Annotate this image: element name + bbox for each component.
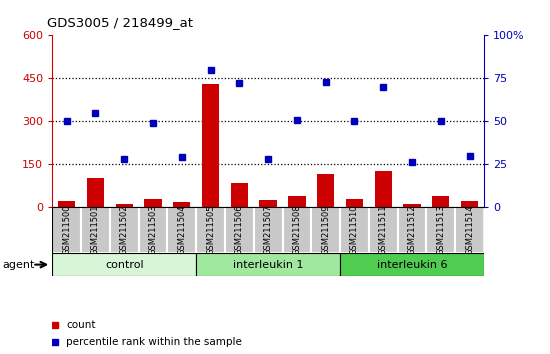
Text: agent: agent	[3, 259, 35, 270]
Text: GSM211506: GSM211506	[235, 205, 244, 256]
Bar	[346, 199, 363, 207]
Bar	[173, 202, 190, 207]
Bar	[340, 253, 484, 276]
Bar	[311, 207, 340, 253]
Bar	[426, 207, 455, 253]
Bar	[403, 204, 421, 207]
Bar	[432, 196, 449, 207]
Bar	[52, 253, 196, 276]
Text: GSM211502: GSM211502	[120, 205, 129, 255]
Bar	[139, 207, 167, 253]
Text: count: count	[67, 320, 96, 330]
Bar	[58, 201, 75, 207]
Text: GSM211510: GSM211510	[350, 205, 359, 255]
Text: GSM211513: GSM211513	[436, 205, 446, 256]
Bar	[196, 207, 225, 253]
Bar	[455, 207, 484, 253]
Bar	[375, 171, 392, 207]
Text: GSM211512: GSM211512	[408, 205, 416, 255]
Text: GSM211509: GSM211509	[321, 205, 330, 255]
Bar	[87, 178, 104, 207]
Bar	[288, 196, 306, 207]
Bar	[116, 204, 133, 207]
Bar	[167, 207, 196, 253]
Bar	[317, 174, 334, 207]
Text: GSM211500: GSM211500	[62, 205, 71, 255]
Bar	[461, 201, 478, 207]
Text: interleukin 1: interleukin 1	[233, 259, 304, 270]
Text: percentile rank within the sample: percentile rank within the sample	[67, 337, 243, 347]
Bar	[340, 207, 369, 253]
Text: GSM211507: GSM211507	[263, 205, 273, 256]
Bar	[81, 207, 110, 253]
Bar	[144, 199, 162, 207]
Bar	[110, 207, 139, 253]
Bar	[52, 207, 81, 253]
Bar	[202, 84, 219, 207]
Bar	[398, 207, 426, 253]
Bar	[196, 253, 340, 276]
Text: control: control	[105, 259, 144, 270]
Text: GSM211514: GSM211514	[465, 205, 474, 255]
Text: GSM211505: GSM211505	[206, 205, 215, 255]
Text: GSM211503: GSM211503	[148, 205, 157, 256]
Bar	[254, 207, 283, 253]
Text: GSM211511: GSM211511	[379, 205, 388, 255]
Text: GSM211508: GSM211508	[293, 205, 301, 256]
Bar	[225, 207, 254, 253]
Bar	[260, 200, 277, 207]
Bar	[283, 207, 311, 253]
Bar	[369, 207, 398, 253]
Text: GSM211504: GSM211504	[177, 205, 186, 255]
Bar	[230, 183, 248, 207]
Text: GDS3005 / 218499_at: GDS3005 / 218499_at	[47, 16, 192, 29]
Text: GSM211501: GSM211501	[91, 205, 100, 255]
Text: interleukin 6: interleukin 6	[377, 259, 447, 270]
